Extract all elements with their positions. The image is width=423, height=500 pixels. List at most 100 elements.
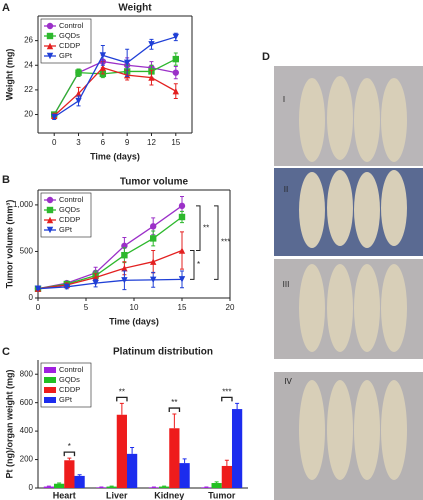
- significance-label: ***: [221, 238, 230, 247]
- legend-label: Control: [59, 21, 84, 30]
- bar: [64, 460, 75, 488]
- panel-letter: A: [2, 2, 10, 14]
- marker: [121, 251, 128, 259]
- series-line: [37, 278, 183, 290]
- row-label: II: [284, 185, 288, 194]
- marker: [51, 113, 58, 121]
- marker: [150, 235, 157, 242]
- y-tick-label: 22: [24, 85, 33, 94]
- error-bar: [235, 402, 240, 410]
- x-tick-label: 3: [76, 138, 81, 147]
- legend-label: GPt: [59, 51, 73, 60]
- significance-label: **: [171, 398, 177, 407]
- legend-label: GQDs: [59, 205, 80, 214]
- error-bar: [214, 481, 219, 484]
- legend-label: CDDP: [59, 215, 80, 224]
- y-axis-label: Tumor volume (mm³): [4, 200, 14, 289]
- x-tick-label: Kidney: [154, 490, 184, 500]
- legend-swatch: [44, 367, 56, 373]
- marker: [150, 276, 157, 284]
- bar: [74, 475, 85, 488]
- series-line: [37, 249, 183, 290]
- error-bar: [172, 413, 177, 429]
- marker: [121, 265, 128, 272]
- x-tick-label: 20: [226, 303, 235, 312]
- x-tick-label: 12: [147, 138, 156, 147]
- x-tick-label: 5: [84, 303, 89, 312]
- legend-label: GQDs: [59, 375, 80, 384]
- marker: [99, 64, 107, 71]
- x-tick-label: 6: [101, 138, 106, 147]
- marker: [148, 41, 155, 48]
- row-label: I: [283, 95, 285, 104]
- y-axis-label: Pt (ng)/organ weight (mg): [4, 370, 14, 479]
- legend-label: CDDP: [59, 385, 80, 394]
- panel-letter: D: [262, 51, 270, 63]
- y-tick-label: 400: [20, 426, 34, 435]
- bar: [116, 414, 127, 488]
- marker: [178, 247, 186, 254]
- x-tick-label: 15: [171, 138, 180, 147]
- error-bar: [57, 482, 62, 484]
- marker: [63, 283, 70, 291]
- significance-bracket: [221, 396, 233, 402]
- marker: [75, 97, 82, 105]
- marker: [46, 52, 54, 60]
- bar: [159, 486, 170, 488]
- significance-bracket: [190, 250, 195, 280]
- y-tick-label: 200: [20, 455, 34, 464]
- error-bar: [119, 402, 124, 415]
- marker: [46, 216, 54, 224]
- error-bar: [130, 446, 135, 454]
- x-tick-label: 0: [36, 303, 41, 312]
- series-line: [37, 205, 183, 290]
- significance-label: ***: [222, 387, 231, 396]
- x-tick-label: Heart: [53, 490, 76, 500]
- y-tick-label: 0: [29, 293, 34, 302]
- legend-label: GPt: [59, 395, 73, 404]
- marker: [178, 213, 186, 221]
- bar: [148, 487, 160, 488]
- y-tick-label: 500: [20, 247, 34, 256]
- row-label: III: [283, 280, 290, 289]
- legend-label: GPt: [59, 225, 73, 234]
- series-line: [37, 216, 183, 290]
- significance-label: *: [197, 260, 200, 269]
- bar: [231, 409, 243, 488]
- significance-bracket: [168, 407, 181, 413]
- marker: [172, 33, 179, 41]
- marker: [75, 69, 82, 76]
- marker: [150, 258, 157, 265]
- significance-bracket: [214, 205, 219, 280]
- marker: [46, 32, 54, 40]
- chart-title: Weight: [118, 3, 152, 14]
- series-line: [53, 60, 176, 115]
- chart-title: Platinum distribution: [113, 347, 213, 358]
- legend-swatch: [44, 397, 56, 403]
- marker: [123, 59, 131, 66]
- significance-label: **: [203, 223, 209, 232]
- marker: [150, 223, 157, 230]
- y-axis-label: Weight (mg): [4, 49, 14, 101]
- chart-title: Tumor volume: [120, 177, 189, 188]
- marker: [178, 202, 186, 210]
- bar: [221, 465, 232, 488]
- legend-label: CDDP: [59, 41, 80, 50]
- marker: [99, 52, 107, 59]
- bar: [126, 453, 138, 488]
- x-tick-label: Tumor: [208, 490, 236, 500]
- significance-bracket: [116, 396, 128, 402]
- bar: [106, 486, 117, 488]
- x-axis-label: Time (days): [90, 151, 140, 161]
- bar: [201, 487, 212, 488]
- bar: [179, 463, 190, 488]
- error-bar: [224, 459, 229, 466]
- marker: [46, 22, 54, 30]
- photo-panel: D I II III IV: [262, 51, 423, 500]
- panel-letter: C: [2, 346, 10, 358]
- x-axis-label: Time (days): [109, 316, 159, 326]
